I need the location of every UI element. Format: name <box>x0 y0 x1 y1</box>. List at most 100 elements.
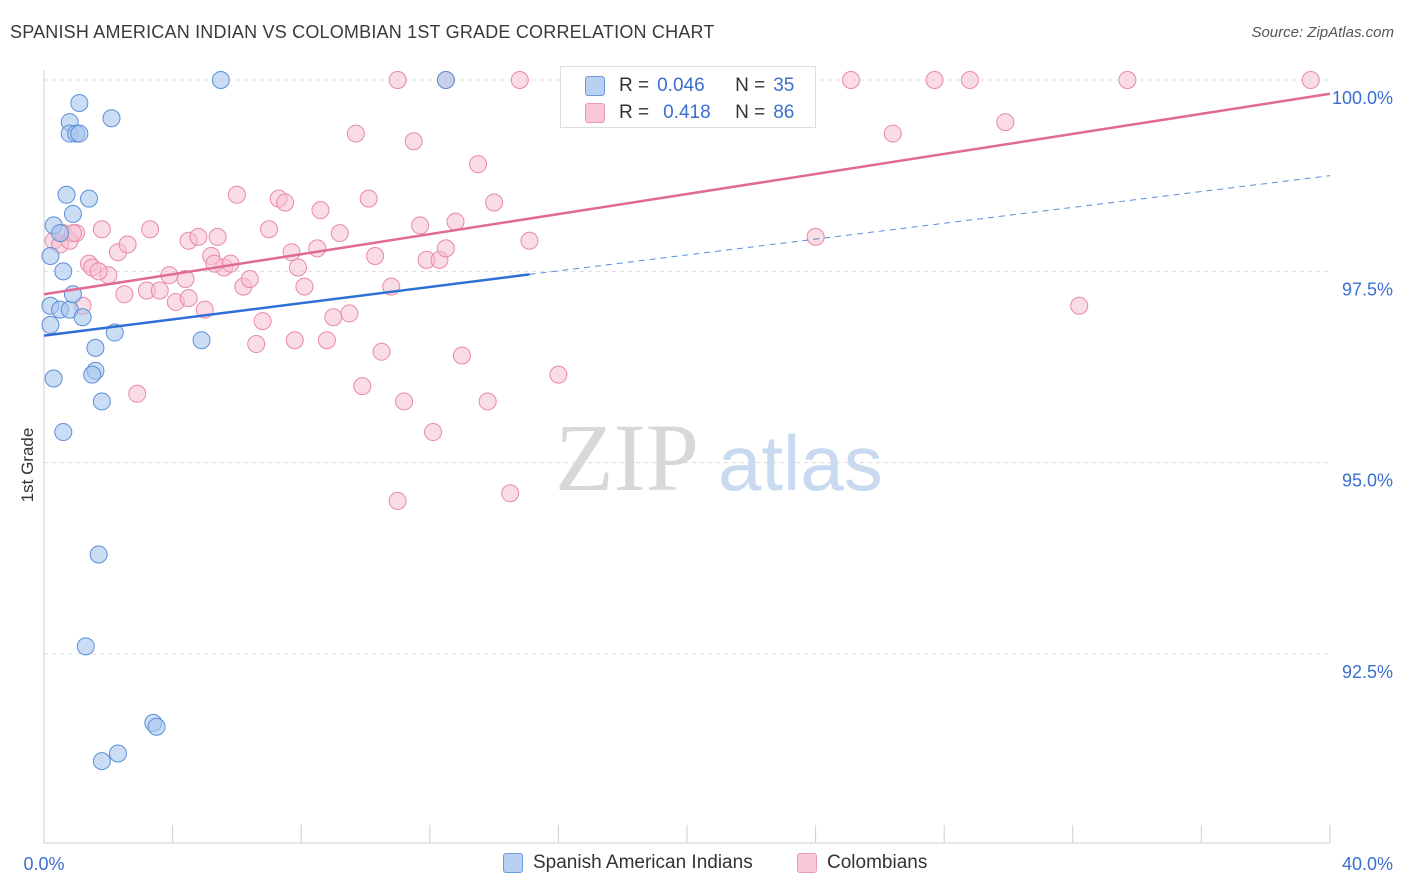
chart-title: SPANISH AMERICAN INDIAN VS COLOMBIAN 1ST… <box>10 22 715 42</box>
source-label: Source: ZipAtlas.com <box>1251 24 1394 41</box>
spanish-american-indians-point <box>70 124 89 143</box>
stats-row-pink: R = 0.418 N = 86 <box>585 101 794 125</box>
colombians-point <box>346 124 365 143</box>
spanish-american-indians-point <box>83 365 102 384</box>
colombians-point <box>501 484 520 503</box>
colombians-point <box>317 331 336 350</box>
colombians-point <box>510 71 529 89</box>
r-label: R = <box>619 75 650 96</box>
colombians-point <box>395 392 414 411</box>
blue-trend-line <box>43 273 530 337</box>
colombians-point <box>276 193 295 212</box>
colombians-point <box>179 289 198 308</box>
spanish-american-indians-point <box>80 189 99 208</box>
colombians-point <box>150 281 169 300</box>
colombians-point <box>288 258 307 277</box>
legend-item-colombians: Colombians <box>797 852 927 874</box>
colombians-point <box>372 342 391 361</box>
spanish-american-indians-point <box>192 331 211 350</box>
colombians-points <box>44 71 1320 510</box>
colombians-point <box>92 220 111 239</box>
colombians-point <box>189 227 208 246</box>
colombians-point <box>436 239 455 258</box>
colombians-point <box>411 216 430 235</box>
colombians-point <box>446 212 465 231</box>
spanish-american-indians-point <box>147 717 166 736</box>
colombians-point <box>478 392 497 411</box>
colombians-point <box>308 239 327 258</box>
pink-swatch <box>585 103 605 123</box>
colombians-point <box>1118 71 1137 89</box>
gridlines <box>44 79 1330 655</box>
r-value: 0.418 <box>663 102 711 123</box>
colombians-point <box>359 189 378 208</box>
colombians-point <box>1070 296 1089 315</box>
colombians-point <box>340 304 359 323</box>
colombians-point <box>176 269 195 288</box>
colombians-point <box>1301 71 1320 89</box>
r-label: R = <box>619 102 650 123</box>
spanish-american-indians-points <box>41 71 455 771</box>
colombians-point <box>115 285 134 304</box>
colombians-point <box>285 331 304 350</box>
spanish-american-indians-point <box>41 247 60 266</box>
colombians-point <box>240 269 259 288</box>
legend-label: Colombians <box>827 852 928 873</box>
n-label: N = <box>735 102 766 123</box>
tick-labels: 92.5% 95.0% 97.5% 100.0% 0.0% 40.0% <box>23 88 1393 874</box>
n-value: 86 <box>773 102 795 123</box>
colombians-point <box>247 335 266 354</box>
colombians-point <box>996 113 1015 132</box>
n-label: N = <box>735 75 766 96</box>
colombians-point <box>806 227 825 246</box>
colombians-point <box>330 224 349 243</box>
colombians-point <box>260 220 279 239</box>
watermark-zip: ZIP <box>555 404 699 511</box>
watermark-atlas: atlas <box>718 419 883 507</box>
colombians-point <box>227 185 246 204</box>
spanish-american-indians-point <box>92 752 111 771</box>
legend-item-spanish-american-indians: Spanish American Indians <box>503 852 753 874</box>
colombians-point <box>388 71 407 89</box>
spanish-american-indians-point <box>54 262 73 281</box>
spanish-american-indians-point <box>92 392 111 411</box>
y-tick-label: 97.5% <box>1342 279 1393 299</box>
spanish-american-indians-point <box>211 71 230 89</box>
spanish-american-indians-point <box>44 369 63 388</box>
spanish-american-indians-point <box>436 71 455 89</box>
spanish-american-indians-point <box>41 315 60 334</box>
trend-lines <box>43 92 1331 337</box>
colombians-point <box>388 491 407 510</box>
colombians-point <box>208 227 227 246</box>
colombians-point <box>452 346 471 365</box>
colombians-point <box>118 235 137 254</box>
colombians-point <box>366 247 385 266</box>
colombians-point <box>353 377 372 396</box>
colombians-point <box>141 220 160 239</box>
colombians-point <box>295 277 314 296</box>
spanish-american-indians-point <box>63 204 82 223</box>
spanish-american-indians-point <box>108 744 127 763</box>
colombians-point <box>469 155 488 174</box>
colombians-point <box>549 365 568 384</box>
blue-trend-extension <box>529 175 1331 275</box>
y-tick-label: 92.5% <box>1342 662 1393 682</box>
series-legend: Spanish American Indians Colombians <box>0 852 1406 878</box>
x-tick-label: 40.0% <box>1342 854 1393 874</box>
colombians-point <box>841 71 860 89</box>
y-tick-label: 95.0% <box>1342 471 1393 491</box>
spanish-american-indians-point <box>89 545 108 564</box>
legend-label: Spanish American Indians <box>533 852 753 873</box>
colombians-point <box>960 71 979 89</box>
stats-legend: R = 0.046 N = 35 R = 0.418 N = 86 <box>560 66 816 128</box>
colombians-point <box>424 423 443 442</box>
colombians-point <box>520 231 539 250</box>
legend-swatch-pink <box>797 853 817 873</box>
colombians-point <box>925 71 944 89</box>
pink-trend-line <box>43 92 1331 296</box>
spanish-american-indians-point <box>73 308 92 327</box>
watermark: ZIP atlas <box>555 404 883 511</box>
stats-row-blue: R = 0.046 N = 35 <box>585 74 794 98</box>
legend-swatch-blue <box>503 853 523 873</box>
